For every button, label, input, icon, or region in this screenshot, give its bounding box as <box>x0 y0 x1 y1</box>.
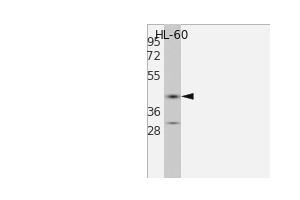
Bar <box>147 24 270 178</box>
Text: 72: 72 <box>146 50 161 63</box>
Text: 36: 36 <box>146 106 161 119</box>
Text: HL-60: HL-60 <box>155 29 190 42</box>
Bar <box>164 24 181 178</box>
Polygon shape <box>182 93 193 99</box>
Text: 28: 28 <box>146 125 161 138</box>
Text: 55: 55 <box>146 70 161 83</box>
Text: 95: 95 <box>146 36 161 49</box>
